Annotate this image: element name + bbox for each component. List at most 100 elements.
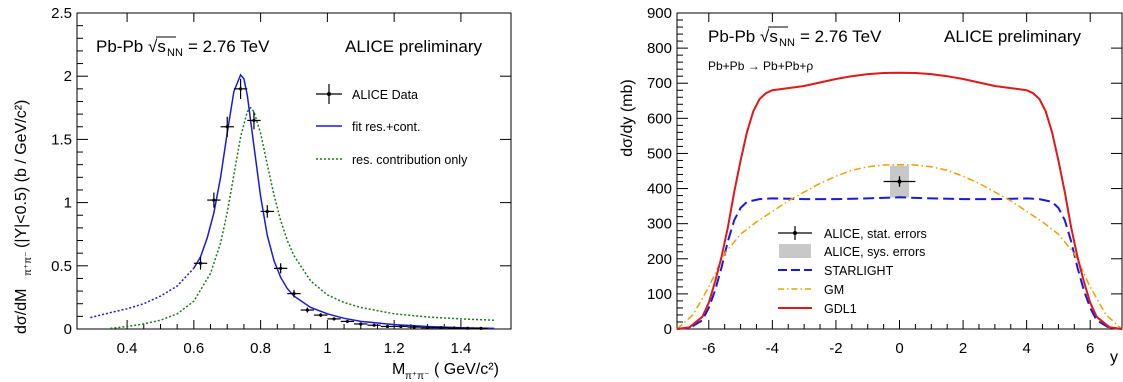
data-point [407,325,421,329]
left-xtick-label: 1.2 [384,340,405,357]
alice-data-point [883,176,916,187]
data-point [273,263,288,274]
left-xtick-label: 0.6 [183,340,204,357]
data-point [314,313,328,317]
data-point [340,319,355,324]
data-point [260,205,274,218]
legend-label-sys: ALICE, sys. errors [824,245,925,259]
right-ytick-label: 400 [647,181,672,198]
data-point-marker [345,319,350,324]
left-energy-value: = 2.76 TeV [188,37,270,56]
right-xtick-label: 6 [1086,340,1094,357]
series-gdl1-line [676,71,1123,330]
right-ytick-label: 600 [647,110,672,127]
series-gm-line [676,163,1123,330]
left-ytick-label: 0.5 [51,258,72,275]
legend-label-gm: GM [824,283,844,297]
right-energy-value: = 2.76 TeV [800,27,882,46]
data-point-marker [225,125,229,129]
left-xtick-label: 1.4 [450,340,471,357]
left-experiment-label: ALICE preliminary [345,37,482,56]
left-xlabel-sub: π⁺π⁻ [405,371,429,382]
right-ytick-label: 900 [647,5,672,22]
right-axis-ticks: -6 -4 -2 0 2 4 6 0 100 200 300 400 500 600 700 800 900 [647,5,1122,357]
left-ytick-label: 2.5 [51,5,72,22]
data-point [207,192,221,208]
data-point-marker [305,308,309,312]
data-point-marker [279,266,283,270]
legend-sys-box-icon [779,244,811,258]
data-point-marker [198,261,203,265]
data-point-marker [385,324,390,329]
left-xtick-label: 1 [323,340,331,357]
data-point [460,326,475,330]
data-point-marker [265,209,269,214]
series-fit-line [193,73,495,330]
data-point [233,78,248,99]
data-point [434,326,448,330]
data-point-marker [466,326,470,330]
left-ylabel-sub: π⁺π⁻ [23,252,34,276]
legend-marker-icon [316,84,342,104]
right-xtick-label: -4 [766,340,779,357]
alice-point-marker [897,179,902,184]
right-xtick-label: -2 [829,340,842,357]
right-xlabel: y [1110,349,1118,366]
left-ylabel-rest: (|Y|<0.5) (b / GeV/c²) [13,100,30,248]
left-ytick-label: 0 [64,321,72,338]
left-xlabel-unit: ( GeV/c²) [434,361,499,378]
right-collision-label: Pb-Pb [708,27,755,46]
left-series-layer [90,73,495,330]
left-collision-label: Pb-Pb [96,37,143,56]
left-axis-ticks: 0.4 0.6 0.8 1 1.2 1.4 0 0.5 1 1.5 2 2.5 [51,5,511,357]
data-point [300,307,315,313]
data-point-marker [425,326,430,330]
right-process-label: Pb+Pb → Pb+Pb+ρ [708,59,813,73]
left-data-points [193,78,488,330]
right-ytick-label: 300 [647,216,672,233]
data-point [193,256,208,270]
left-ytick-label: 2 [64,68,72,85]
data-point [247,111,261,130]
data-point-marker [319,313,323,317]
series-fit-line-dotted [90,267,195,319]
left-legend: ALICE Data fit res.+cont. res. contribut… [316,84,468,167]
right-energy-symbol: √s [760,27,778,46]
right-ytick-label: 0 [664,321,672,338]
right-xtick-label: 2 [959,340,967,357]
data-point [327,317,341,321]
data-point [220,116,234,137]
legend-stat-marker-icon [778,226,812,240]
right-experiment-label: ALICE preliminary [944,27,1081,46]
right-ytick-label: 500 [647,145,672,162]
series-res-contribution-line [110,106,495,330]
legend-label-fit: fit res.+cont. [352,120,420,134]
right-panel: -6 -4 -2 0 2 4 6 0 100 200 300 400 500 600 700 800 900 P… [619,5,1123,366]
legend-label-res: res. contribution only [352,153,468,167]
left-panel: 0.4 0.6 0.8 1 1.2 1.4 0 0.5 1 1.5 2 2.5 Pb-Pb √s NN… [13,5,512,382]
legend-label-starlight: STARLIGHT [824,264,894,278]
left-ytick-label: 1.5 [51,131,72,148]
data-point [287,289,301,298]
left-xlabel-main: M [392,361,405,378]
right-energy-subscript: NN [779,37,795,49]
data-point-marker [252,118,256,123]
data-point [474,326,488,330]
data-point [420,326,435,330]
right-ytick-label: 100 [647,286,672,303]
right-series-layer [676,71,1123,330]
right-legend: ALICE, stat. errors ALICE, sys. errors S… [778,226,927,316]
data-point-marker [292,292,296,296]
data-point-marker [332,317,336,321]
left-energy-symbol: √s [148,37,166,56]
data-point [367,323,381,327]
data-point-marker [412,325,416,329]
right-ylabel: dσ/dy (mb) [619,79,636,156]
left-energy-subscript: NN [167,47,183,59]
legend-label-gdl1: GDL1 [824,302,857,316]
data-point-marker [359,322,363,326]
data-point [394,324,408,329]
data-point [380,324,395,329]
right-xtick-label: 4 [1022,340,1030,357]
